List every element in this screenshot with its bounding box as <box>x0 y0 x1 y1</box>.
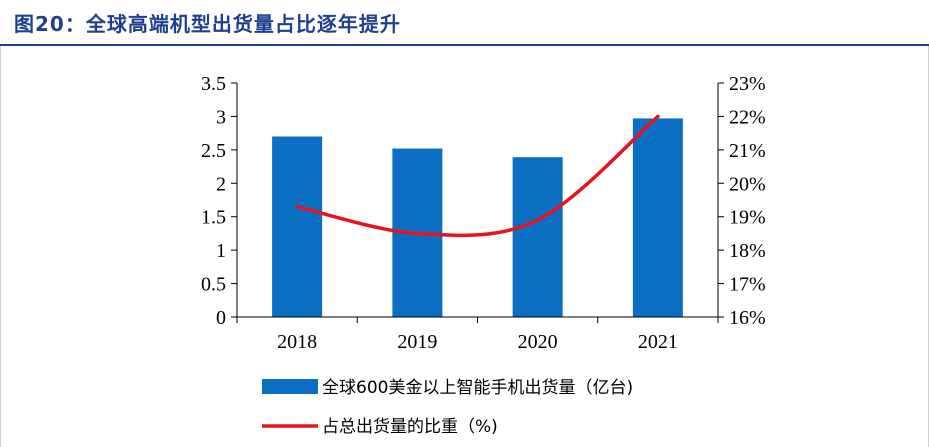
right-tick-label: 19% <box>729 207 766 229</box>
x-tick-label: 2019 <box>397 331 437 353</box>
left-tick-label: 1.5 <box>201 207 226 229</box>
x-tick-label: 2018 <box>277 331 317 353</box>
legend-label-bar: 全球600美金以上智能手机出货量（亿台) <box>322 378 633 398</box>
left-tick-label: 0.5 <box>201 274 226 296</box>
left-tick-label: 3 <box>216 106 226 128</box>
left-tick-label: 2.5 <box>201 140 226 162</box>
left-tick-label: 2 <box>216 173 226 195</box>
x-tick-label: 2021 <box>638 331 678 353</box>
right-tick-label: 17% <box>729 274 766 296</box>
chart-title: 图20：全球高端机型出货量占比逐年提升 <box>14 12 401 36</box>
legend-label-line: 占总出货量的比重（%) <box>322 417 498 437</box>
x-tick-label: 2020 <box>518 331 558 353</box>
right-tick-label: 22% <box>729 106 766 128</box>
right-tick-label: 18% <box>729 240 766 262</box>
right-tick-label: 20% <box>729 173 766 195</box>
bar-2020 <box>512 157 563 317</box>
title-underline <box>0 44 929 46</box>
left-tick-label: 1 <box>216 240 226 262</box>
right-tick-label: 16% <box>729 307 766 329</box>
bar-2021 <box>632 118 683 317</box>
frame-border-left <box>0 46 1 447</box>
right-tick-label: 21% <box>729 140 766 162</box>
left-tick-label: 0 <box>216 307 226 329</box>
series-line-share <box>295 114 660 238</box>
legend-swatch-bar <box>262 379 318 394</box>
left-tick-label: 3.5 <box>201 73 226 95</box>
bar-2018 <box>272 136 323 317</box>
right-tick-label: 23% <box>729 73 766 95</box>
